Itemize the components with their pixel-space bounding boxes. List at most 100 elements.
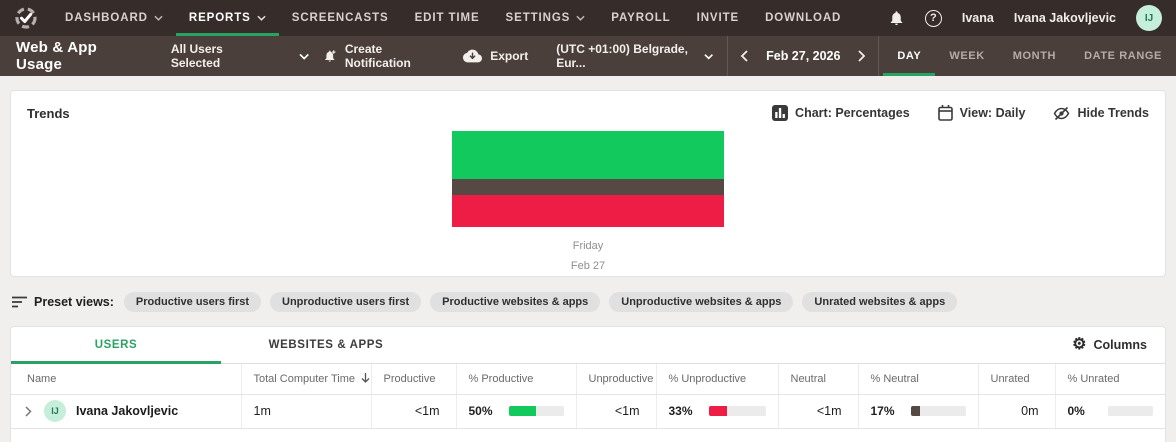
nav-edit-time[interactable]: EDIT TIME (414, 12, 480, 24)
calendar-icon (937, 105, 953, 121)
tab-date-range[interactable]: DATE RANGE (1084, 50, 1162, 62)
chevron-down-icon (704, 53, 713, 59)
chip-productive-users-first[interactable]: Productive users first (123, 292, 262, 312)
date-range-tabs: DAY WEEK MONTH DATE RANGE (883, 36, 1176, 76)
usage-table: Name Total Computer Time Productive % Pr… (11, 364, 1165, 429)
hide-trends-toggle[interactable]: Hide Trends (1053, 106, 1149, 121)
tab-month[interactable]: MONTH (1012, 50, 1057, 62)
main-nav: DASHBOARD REPORTS SCREENCASTS EDIT TIME … (52, 0, 854, 36)
stacked-bar-friday[interactable] (452, 131, 724, 227)
preset-chips: Productive users first Unproductive user… (123, 292, 958, 312)
unrated-progress-bar (1107, 406, 1153, 416)
col-header-total-computer-time[interactable]: Total Computer Time (241, 364, 372, 395)
current-date[interactable]: Feb 27, 2026 (766, 49, 841, 63)
col-header-unproductive[interactable]: Unproductive (576, 364, 657, 395)
nav-invite[interactable]: INVITE (696, 12, 740, 24)
chevron-left-icon (740, 50, 748, 62)
nav-settings[interactable]: SETTINGS (493, 0, 599, 36)
tab-day[interactable]: DAY (883, 36, 935, 76)
nav-dashboard[interactable]: DASHBOARD (52, 0, 176, 36)
gear-icon: ⚙ (1072, 336, 1087, 353)
row-user-name[interactable]: Ivana Jakovljevic (76, 404, 179, 418)
trends-header: Trends Chart: Percentages View: Daily (11, 91, 1165, 121)
chip-unproductive-users-first[interactable]: Unproductive users first (270, 292, 422, 312)
columns-button[interactable]: ⚙ Columns (1072, 336, 1147, 353)
chevron-down-icon (257, 15, 266, 21)
expand-row-icon[interactable] (23, 404, 34, 419)
app-logo-icon[interactable] (14, 6, 38, 30)
col-header-pct-productive[interactable]: % Productive (456, 364, 577, 395)
nav-download[interactable]: DOWNLOAD (765, 12, 842, 24)
chevron-down-icon (576, 15, 585, 21)
row-avatar: IJ (44, 400, 66, 422)
bar-segment-productive[interactable] (452, 131, 724, 179)
help-icon[interactable]: ? (924, 9, 942, 27)
x-axis-label: Friday (572, 240, 604, 252)
cell-pct-neutral: 17% (858, 394, 979, 429)
neutral-progress-bar (910, 406, 966, 416)
col-header-pct-unrated[interactable]: % Unrated (1055, 364, 1165, 395)
col-header-unrated[interactable]: Unrated (978, 364, 1056, 395)
col-header-productive[interactable]: Productive (371, 364, 457, 395)
preset-views-bar: Preset views: Productive users first Unp… (12, 292, 1164, 312)
page-title: Web & App Usage (16, 39, 97, 73)
chevron-down-icon (299, 53, 309, 60)
x-axis-sublabel: Feb 27 (570, 260, 606, 272)
productive-progress-bar (508, 406, 564, 416)
trends-title: Trends (27, 105, 70, 121)
chart-type-toggle[interactable]: Chart: Percentages (772, 105, 910, 121)
chevron-right-icon (858, 50, 866, 62)
nav-reports[interactable]: REPORTS (176, 0, 279, 36)
chip-unproductive-websites-apps[interactable]: Unproductive websites & apps (609, 292, 794, 312)
col-header-neutral[interactable]: Neutral (778, 364, 859, 395)
timezone-dropdown[interactable]: (UTC +01:00) Belgrade, Eur... (542, 36, 727, 76)
usage-table-card: USERS WEBSITES & APPS ⚙ Columns Name Tot… (10, 326, 1166, 442)
cell-productive: <1m (371, 394, 457, 429)
workspace-name[interactable]: Ivana (961, 11, 994, 25)
col-header-pct-unproductive[interactable]: % Unproductive (656, 364, 779, 395)
table-tabs: USERS WEBSITES & APPS ⚙ Columns (11, 327, 1165, 364)
cloud-download-icon (463, 49, 483, 63)
tab-week[interactable]: WEEK (949, 50, 985, 62)
cell-total-computer-time: 1m (241, 394, 372, 429)
top-navbar: DASHBOARD REPORTS SCREENCASTS EDIT TIME … (0, 0, 1176, 36)
col-header-name[interactable]: Name (11, 364, 242, 395)
subheader-actions: Create Notification Export (UTC +01:00) … (309, 36, 1176, 76)
cell-pct-productive: 50% (456, 394, 577, 429)
previous-day-button[interactable] (728, 36, 760, 76)
users-filter-dropdown[interactable]: All Users Selected (171, 42, 309, 70)
nav-payroll[interactable]: PAYROLL (611, 12, 671, 24)
divider (878, 36, 880, 76)
unproductive-progress-bar (708, 406, 766, 416)
user-name[interactable]: Ivana Jakovljevic (1013, 11, 1116, 25)
cell-name: IJ Ivana Jakovljevic (11, 394, 242, 429)
next-day-button[interactable] (846, 36, 878, 76)
export-button[interactable]: Export (449, 36, 542, 76)
nav-screencasts[interactable]: SCREENCASTS (291, 12, 389, 24)
chip-unrated-websites-apps[interactable]: Unrated websites & apps (802, 292, 958, 312)
table-row: IJ Ivana Jakovljevic 1m <1m 50% <1m (11, 394, 1165, 429)
bar-segment-neutral[interactable] (452, 179, 724, 196)
bar-chart-icon (772, 105, 789, 121)
sort-desc-icon (361, 372, 370, 383)
tab-websites-apps[interactable]: WEBSITES & APPS (268, 339, 384, 351)
cell-neutral: <1m (778, 394, 859, 429)
tab-users[interactable]: USERS (11, 327, 221, 364)
divider (727, 36, 729, 76)
col-header-pct-neutral[interactable]: % Neutral (858, 364, 979, 395)
view-granularity-toggle[interactable]: View: Daily (937, 105, 1025, 121)
user-avatar[interactable]: IJ (1136, 5, 1162, 31)
notifications-bell-icon[interactable] (888, 9, 905, 27)
trends-card: Trends Chart: Percentages View: Daily (10, 90, 1166, 277)
bar-segment-unproductive[interactable] (452, 195, 724, 227)
create-notification-button[interactable]: Create Notification (309, 36, 449, 76)
filter-icon (12, 296, 27, 308)
chevron-down-icon (154, 15, 163, 21)
trends-chart: Friday Feb 27 (11, 131, 1165, 272)
chip-productive-websites-apps[interactable]: Productive websites & apps (430, 292, 601, 312)
bell-plus-icon (325, 50, 336, 62)
navbar-right: ? Ivana Ivana Jakovljevic IJ (888, 5, 1162, 31)
cell-unrated: 0m (978, 394, 1056, 429)
preset-views-label: Preset views: (12, 295, 114, 309)
cell-pct-unproductive: 33% (656, 394, 779, 429)
